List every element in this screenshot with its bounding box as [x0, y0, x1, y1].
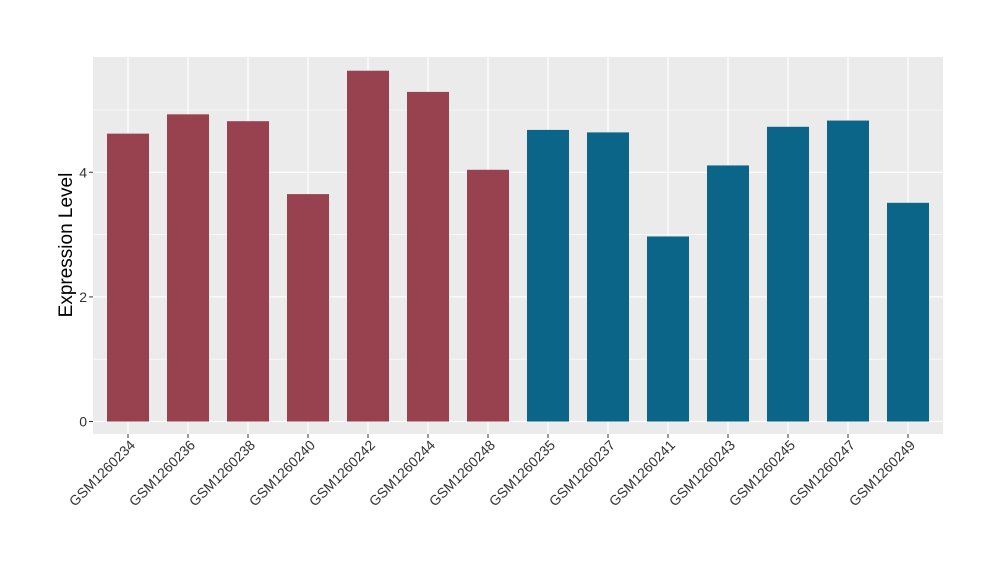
bar-GSM1260242 — [347, 70, 389, 422]
bar-GSM1260237 — [587, 132, 629, 422]
bar-GSM1260243 — [707, 165, 749, 422]
bars — [107, 70, 929, 422]
bar-GSM1260235 — [527, 129, 569, 422]
bar-GSM1260240 — [287, 194, 329, 422]
bar-GSM1260247 — [827, 120, 869, 422]
y-axis-title: Expression Level — [56, 173, 77, 318]
bar-GSM1260238 — [227, 121, 269, 422]
bar-GSM1260248 — [467, 169, 509, 422]
bar-GSM1260244 — [407, 91, 449, 422]
bar-GSM1260249 — [887, 202, 929, 422]
bar-GSM1260234 — [107, 133, 149, 422]
y-tick-label: 2 — [79, 289, 87, 305]
bar-GSM1260241 — [647, 236, 689, 422]
y-tick-label: 0 — [79, 414, 87, 430]
y-axis: 0 2 4 — [79, 164, 93, 430]
bar-GSM1260245 — [767, 126, 809, 422]
y-tick-label: 4 — [79, 164, 87, 180]
plot-panel — [93, 57, 943, 434]
x-axis: GSM1260234GSM1260236GSM1260238GSM1260240… — [66, 434, 918, 509]
bar-GSM1260236 — [167, 114, 209, 422]
